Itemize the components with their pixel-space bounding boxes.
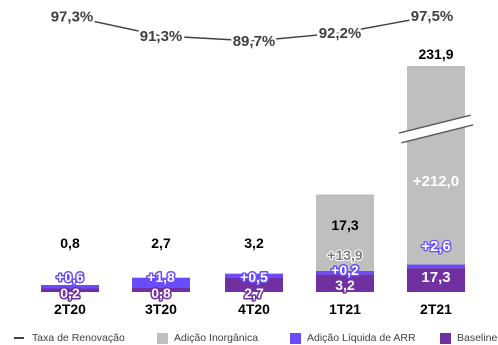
baseline-value-label: 17,3 (421, 269, 450, 286)
bar-segment-adi-o-inorg-nica (407, 66, 465, 265)
inorganic-value-label: +212,0 (413, 173, 459, 190)
bar-segment-baseline (41, 288, 99, 292)
chart-legend: Taxa de Renovação Adição Inorgânica Adiç… (0, 328, 498, 345)
baseline-value-label: 3,2 (335, 277, 355, 293)
net-arr-value-label: +1,8 (147, 269, 175, 285)
baseline-value-label: 0,8 (151, 285, 171, 301)
renewal-rate-label: 97,5% (411, 8, 454, 25)
legend-item-baseline: Baseline (440, 332, 497, 344)
category-label: 2T21 (420, 301, 452, 317)
legend-label: Adição Inorgânica (174, 332, 259, 344)
legend-label: Taxa de Renovação (32, 332, 125, 344)
total-value-label: 231,9 (418, 46, 453, 62)
baseline-value-label: 2,7 (244, 285, 264, 301)
legend-item-net-arr: Adição Líquida de ARR (290, 332, 416, 344)
total-value-label: 0,8 (60, 235, 80, 251)
bar-segment-baseline (225, 277, 283, 292)
renewal-rate-label: 91,3% (140, 28, 183, 45)
axis-break-line (401, 124, 474, 144)
legend-line-swatch (14, 337, 24, 339)
baseline-value-label: 0,2 (60, 285, 80, 301)
legend-item-inorganic: Adição Inorgânica (157, 332, 258, 344)
bar-segment-adi-o-inorg-nica (316, 194, 374, 271)
total-value-label: 2,7 (151, 235, 171, 251)
legend-swatch (157, 332, 168, 344)
legend-swatch (440, 332, 451, 344)
legend-swatch (290, 332, 301, 344)
bar-segment-baseline (407, 268, 465, 292)
renewal-rate-label: 89,7% (233, 33, 276, 50)
legend-label: Baseline (457, 332, 498, 344)
bar-segment-adi-o-l-quida-de-arr (407, 264, 465, 269)
bar-segment-adi-o-l-quida-de-arr (132, 277, 190, 288)
axis-break-line (398, 114, 471, 134)
category-label: 2T20 (54, 301, 86, 317)
renewal-rate-line (71, 15, 433, 42)
total-value-label: 17,3 (331, 217, 358, 233)
renewal-rate-label: 97,3% (51, 9, 94, 26)
bar-segment-baseline (132, 287, 190, 292)
net-arr-value-label: +0,5 (240, 269, 268, 285)
renewal-rate-label: 92,2% (319, 25, 362, 42)
net-arr-value-label: +0,6 (56, 269, 84, 285)
bar-segment-adi-o-l-quida-de-arr (41, 285, 99, 289)
bar-segment-baseline (316, 274, 374, 292)
bar-segment-adi-o-l-quida-de-arr (225, 273, 283, 278)
total-value-label: 3,2 (244, 235, 264, 251)
net-arr-value-label: +0,2 (331, 262, 359, 278)
legend-item-renewal-rate: Taxa de Renovação (14, 332, 125, 344)
bar-segment-adi-o-l-quida-de-arr (316, 270, 374, 275)
legend-label: Adição Líquida de ARR (307, 332, 416, 344)
category-label: 1T21 (329, 301, 361, 317)
category-label: 4T20 (238, 301, 270, 317)
arr-chart: 0,2+0,60,82T200,8+1,82,73T202,7+0,53,24T… (41, 8, 474, 317)
axis-break-gap (402, 116, 470, 142)
inorganic-value-label: +13,9 (327, 247, 363, 263)
net-arr-value-label: +2,6 (421, 238, 451, 255)
category-label: 3T20 (145, 301, 177, 317)
